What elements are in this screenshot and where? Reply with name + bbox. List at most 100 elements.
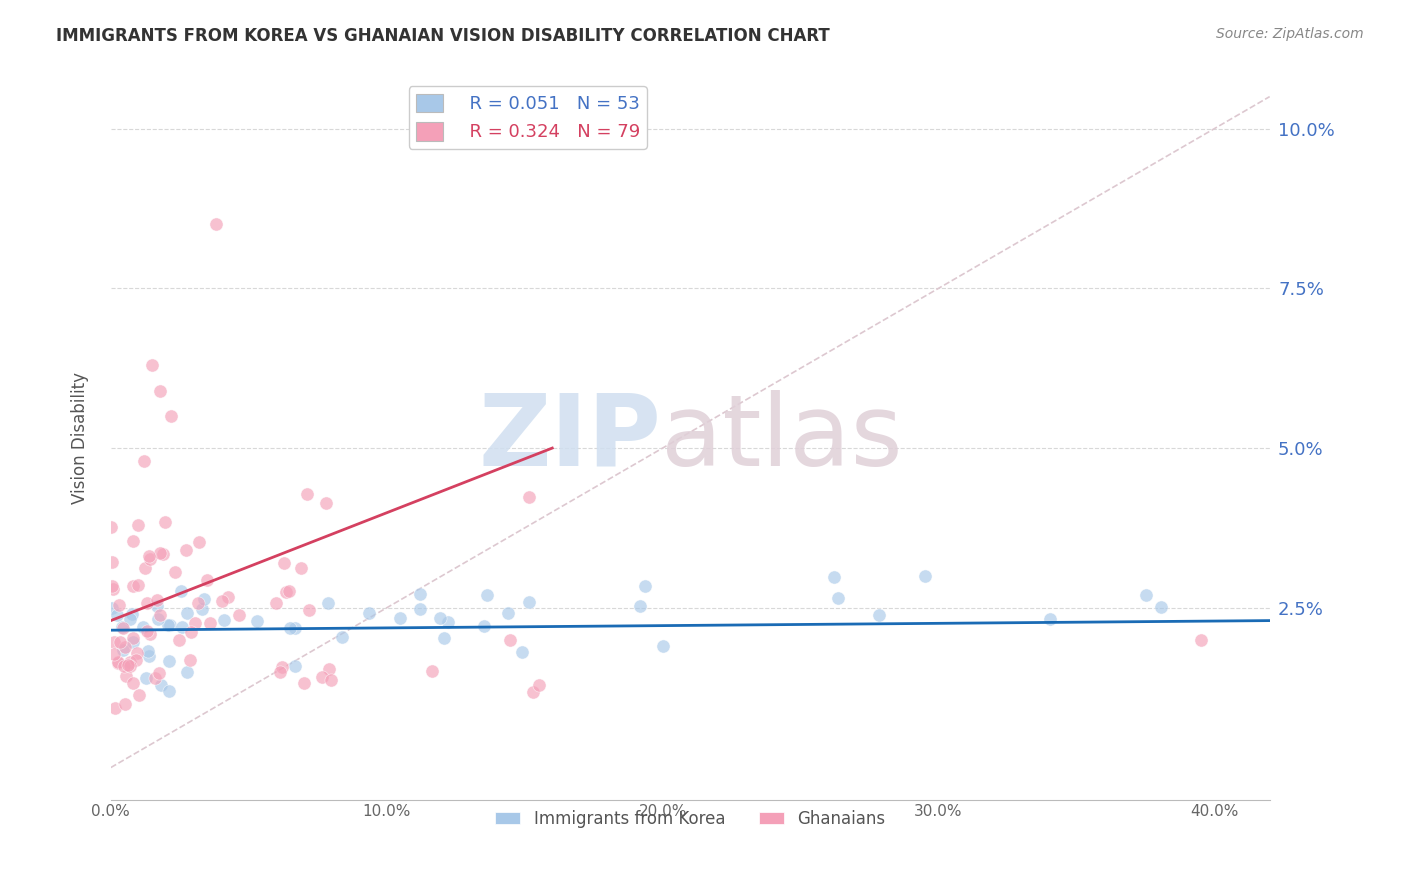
- Point: [228, 608, 250, 623]
- Point: [827, 591, 849, 605]
- Point: [198, 615, 221, 630]
- Point: [436, 615, 458, 629]
- Point: [112, 621, 135, 635]
- Point: [179, 653, 201, 667]
- Point: [148, 611, 170, 625]
- Point: [132, 620, 155, 634]
- Point: [420, 665, 443, 679]
- Point: [112, 658, 135, 673]
- Point: [319, 673, 342, 688]
- Point: [103, 635, 125, 649]
- Point: [214, 613, 236, 627]
- Point: [100, 579, 122, 593]
- Point: [318, 662, 340, 676]
- Point: [152, 547, 174, 561]
- Point: [167, 633, 190, 648]
- Point: [108, 634, 131, 648]
- Point: [157, 684, 180, 698]
- Point: [148, 666, 170, 681]
- Point: [145, 671, 167, 685]
- Point: [125, 646, 148, 660]
- Point: [278, 621, 301, 635]
- Point: [104, 701, 127, 715]
- Point: [292, 675, 315, 690]
- Point: [278, 583, 301, 598]
- Point: [122, 579, 145, 593]
- Point: [170, 620, 193, 634]
- Point: [153, 515, 176, 529]
- Point: [1039, 611, 1062, 625]
- Point: [651, 639, 673, 653]
- Point: [274, 584, 297, 599]
- Point: [146, 599, 169, 614]
- Point: [165, 565, 187, 579]
- Point: [149, 677, 172, 691]
- Point: [103, 648, 125, 662]
- Point: [512, 645, 534, 659]
- Point: [149, 546, 172, 560]
- Point: [290, 560, 312, 574]
- Point: [180, 625, 202, 640]
- Point: [499, 632, 522, 647]
- Legend: Immigrants from Korea, Ghanaians: Immigrants from Korea, Ghanaians: [489, 803, 891, 835]
- Point: [628, 599, 651, 613]
- Point: [496, 606, 519, 620]
- Point: [108, 598, 131, 612]
- Point: [868, 608, 890, 623]
- Point: [270, 659, 292, 673]
- Point: [136, 624, 159, 638]
- Text: ZIP: ZIP: [478, 390, 661, 487]
- Point: [298, 603, 321, 617]
- Point: [914, 569, 936, 583]
- Point: [284, 621, 307, 635]
- Text: atlas: atlas: [661, 390, 903, 487]
- Point: [135, 671, 157, 685]
- Point: [273, 556, 295, 570]
- Point: [176, 665, 198, 679]
- Point: [529, 678, 551, 692]
- Point: [122, 675, 145, 690]
- Point: [269, 665, 291, 680]
- Point: [114, 697, 136, 711]
- Point: [128, 688, 150, 702]
- Point: [139, 627, 162, 641]
- Point: [101, 555, 124, 569]
- Point: [477, 588, 499, 602]
- Point: [217, 591, 239, 605]
- Point: [211, 594, 233, 608]
- Point: [433, 631, 456, 645]
- Point: [1135, 588, 1157, 602]
- Point: [472, 619, 495, 633]
- Point: [357, 606, 380, 620]
- Y-axis label: Vision Disability: Vision Disability: [72, 373, 89, 505]
- Point: [115, 669, 138, 683]
- Point: [297, 486, 319, 500]
- Point: [519, 595, 541, 609]
- Point: [125, 653, 148, 667]
- Point: [318, 596, 340, 610]
- Point: [191, 602, 214, 616]
- Point: [120, 659, 142, 673]
- Text: Source: ZipAtlas.com: Source: ZipAtlas.com: [1216, 27, 1364, 41]
- Point: [204, 218, 226, 232]
- Point: [176, 606, 198, 620]
- Point: [634, 579, 657, 593]
- Point: [149, 607, 172, 622]
- Point: [101, 582, 124, 596]
- Point: [183, 615, 205, 630]
- Point: [118, 655, 141, 669]
- Point: [823, 570, 845, 584]
- Point: [138, 549, 160, 563]
- Point: [107, 655, 129, 669]
- Point: [197, 573, 219, 587]
- Point: [187, 596, 209, 610]
- Point: [107, 657, 129, 671]
- Point: [176, 543, 198, 558]
- Point: [100, 520, 122, 534]
- Point: [141, 358, 163, 372]
- Point: [193, 591, 215, 606]
- Point: [121, 533, 143, 548]
- Point: [120, 612, 142, 626]
- Point: [330, 631, 353, 645]
- Point: [522, 684, 544, 698]
